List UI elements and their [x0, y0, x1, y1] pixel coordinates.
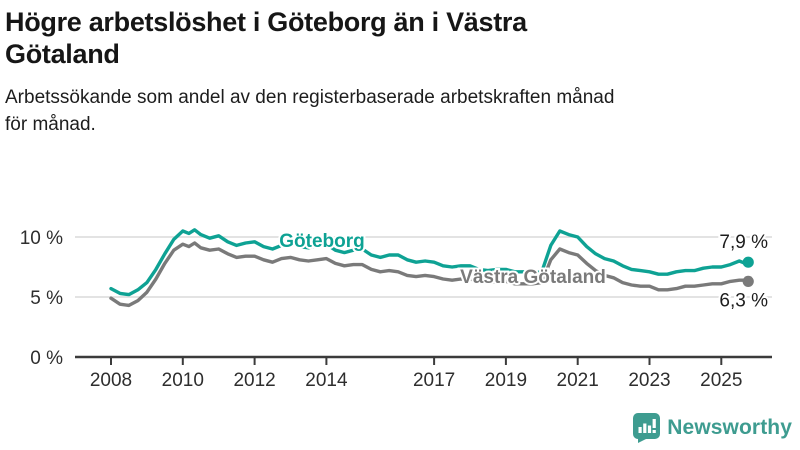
end-value-label-1: 6,3 %	[719, 290, 768, 311]
x-tick-label-2014: 2014	[305, 370, 348, 391]
chart-subtitle-line-2: för månad.	[5, 113, 96, 135]
page-title-line-2: Götaland	[5, 39, 120, 70]
chart-header: Högre arbetslöshet i Göteborg än i Västr…	[5, 6, 785, 139]
x-tick-label-2010: 2010	[162, 370, 204, 391]
x-tick-label-2017: 2017	[413, 370, 455, 391]
newsworthy-logo[interactable]: Newsworthy	[633, 413, 792, 443]
x-tick-label-2012: 2012	[233, 370, 275, 391]
series-label-0: Göteborg	[279, 231, 365, 252]
y-tick-label-0: 0 %	[30, 348, 63, 369]
unemployment-line-chart: 7,9 % Göteborg 6,3 % Västra Götaland 2008 201…	[20, 228, 772, 391]
series-end-dot-0	[742, 256, 754, 268]
series-line-0	[109, 228, 750, 297]
series-end-dot-1	[742, 275, 754, 287]
x-tick-label-2019: 2019	[485, 370, 527, 391]
end-value-label-0: 7,9 %	[719, 232, 768, 253]
page-title: Högre arbetslöshet i Göteborg än i Västr…	[5, 6, 785, 71]
series-label-1: Västra Götaland	[460, 267, 606, 288]
chart-subtitle: Arbetssökande som andel av den registerb…	[5, 85, 785, 139]
x-tick-label-2025: 2025	[700, 370, 742, 391]
x-tick-label-2008: 2008	[90, 370, 132, 391]
y-tick-label-5: 5 %	[30, 288, 63, 309]
x-tick-label-2021: 2021	[557, 370, 599, 391]
y-tick-label-10: 10 %	[20, 228, 63, 249]
chart-subtitle-line-1: Arbetssökande som andel av den registerb…	[5, 86, 615, 108]
x-tick-label-2023: 2023	[628, 370, 670, 391]
series-line-1	[109, 241, 750, 308]
page-title-line-1: Högre arbetslöshet i Göteborg än i Västr…	[5, 7, 527, 37]
newsworthy-wordmark: Newsworthy	[667, 416, 792, 439]
newsworthy-icon	[633, 413, 661, 443]
